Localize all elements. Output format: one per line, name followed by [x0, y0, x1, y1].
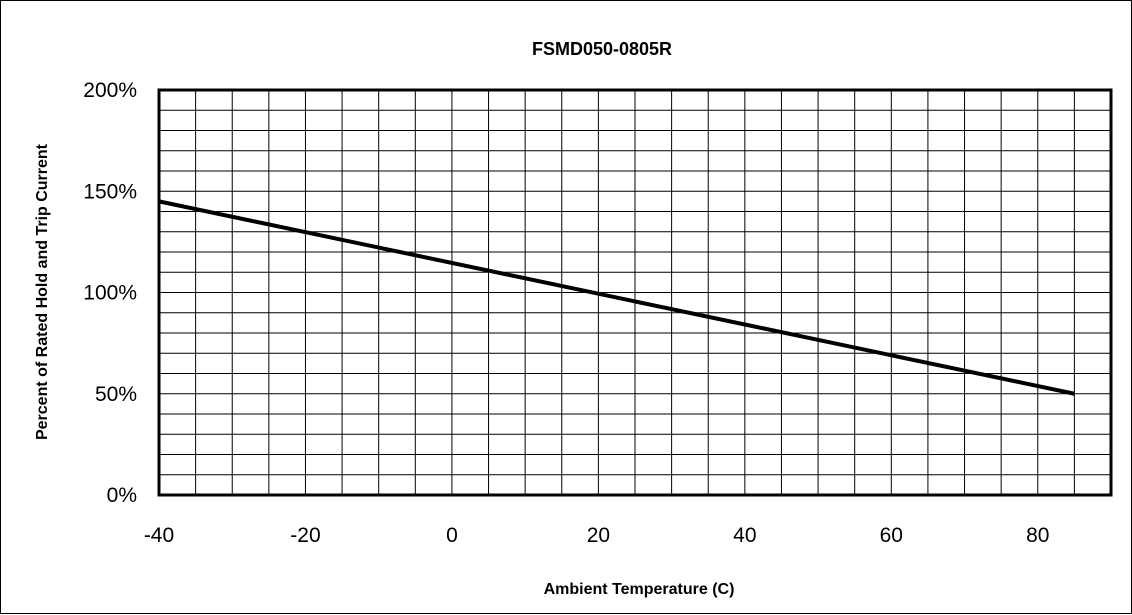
y-tick-labels: 0% 50% 100% 150% 200% [83, 79, 137, 507]
plot-area-border [157, 88, 1113, 497]
x-tick-label: 80 [1026, 524, 1049, 547]
series-line-1 [158, 199, 1075, 396]
y-tick-label: 150% [83, 180, 137, 203]
x-tick-labels: -40 -20 0 20 40 60 80 [144, 524, 1050, 547]
grid [159, 90, 1111, 495]
x-tick-label: 60 [880, 524, 903, 547]
series-layer [158, 199, 1075, 396]
chart-title: FSMD050-0805R [532, 39, 672, 59]
x-tick-label: -20 [290, 524, 320, 547]
x-tick-label: 0 [446, 524, 458, 547]
y-tick-label: 200% [83, 79, 137, 102]
x-tick-label: 40 [733, 524, 756, 547]
x-axis-title: Ambient Temperature (C) [544, 581, 735, 598]
y-tick-label: 50% [95, 383, 137, 406]
y-axis-title: Percent of Rated Hold and Trip Current [34, 143, 51, 440]
y-tick-label: 100% [83, 282, 137, 305]
y-tick-label: 0% [107, 484, 137, 507]
x-tick-label: 20 [587, 524, 610, 547]
x-tick-label: -40 [144, 524, 174, 547]
